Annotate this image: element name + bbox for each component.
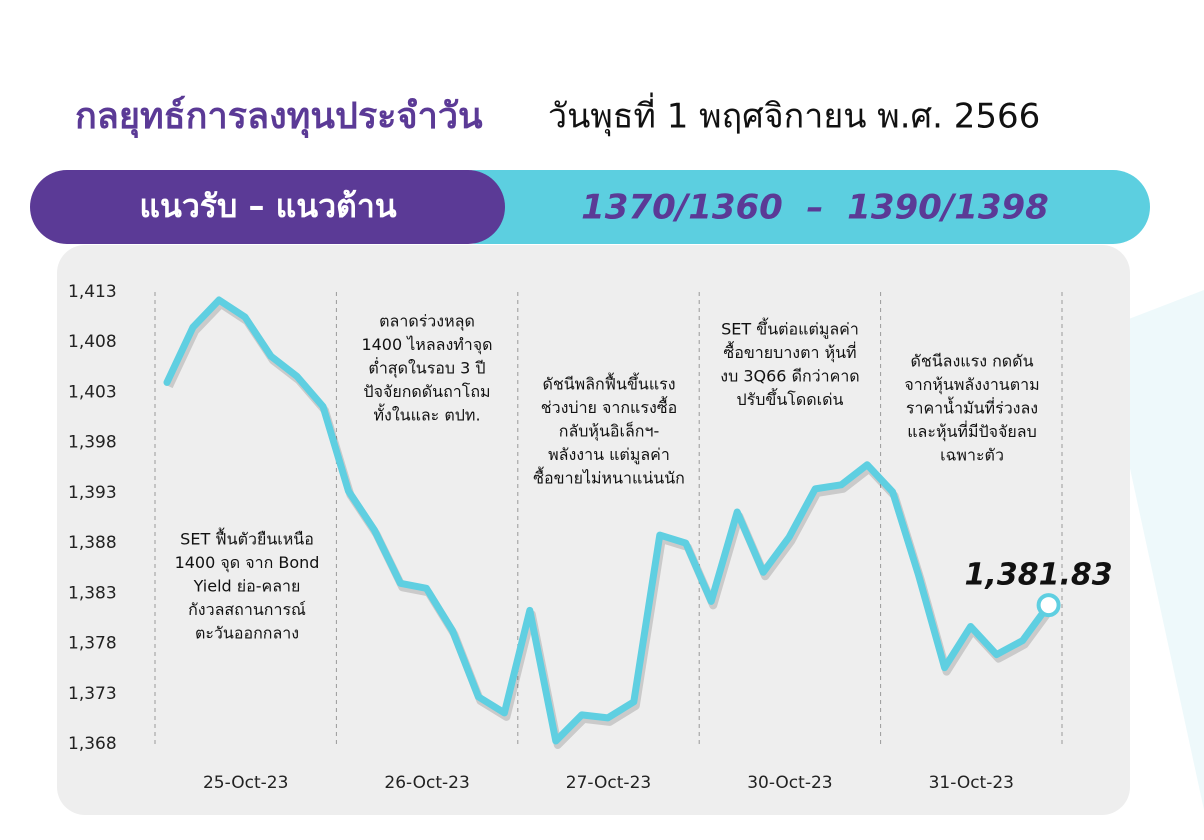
x-tick-label: 27-Oct-23 — [566, 773, 651, 793]
y-tick-label: 1,413 — [68, 282, 117, 302]
annotation: ทั้งในและ ตปท. — [373, 404, 480, 425]
annotation: Yield ย่อ-คลาย — [193, 577, 301, 596]
annotation: ซื้อขายบางตา หุ้นที่ — [723, 341, 856, 363]
end-marker — [1036, 593, 1061, 618]
annotation: เฉพาะตัว — [940, 446, 1004, 465]
y-tick-label: 1,398 — [68, 433, 117, 453]
value-label: 1,381.83 — [965, 558, 1113, 593]
title: กลยุทธ์การลงทุนประจำวัน — [75, 95, 483, 139]
annotation: 1400 ไหลลงทำจุด — [361, 335, 492, 355]
annotation: กังวลสถานการณ์ — [188, 600, 306, 619]
chart-panel — [57, 245, 1130, 815]
annotation: ซื้อขายไม่หนาแน่นนัก — [533, 467, 685, 488]
banner-levels: 1370/1360 – 1390/1398 — [581, 188, 1049, 228]
plot: 1,368 1,373 1,378 1,383 1,388 1,393 1,398 1,403… — [68, 282, 1113, 793]
annotation: ปรับขึ้นโดดเด่น — [737, 388, 844, 409]
annotation: ราคาน้ำมันที่ร่วงลง — [906, 397, 1038, 418]
x-tick-label: 25-Oct-23 — [203, 773, 288, 793]
annotation: ตะวันออกกลาง — [195, 624, 299, 643]
y-tick-label: 1,383 — [68, 583, 117, 603]
y-tick-label: 1,408 — [68, 332, 117, 352]
y-tick-label: 1,368 — [68, 734, 117, 754]
annotation: พลังงาน แต่มูลค่า — [548, 445, 670, 465]
annotation: ต่ำสุดในรอบ 3 ปี — [368, 357, 485, 379]
annotation: ปัจจัยกดดันถาโถม — [363, 382, 490, 401]
x-tick-label: 31-Oct-23 — [929, 773, 1014, 793]
annotation: กลับหุ้นอิเล็กฯ- — [559, 421, 659, 442]
annotation: และหุ้นที่มีปัจจัยลบ — [907, 420, 1037, 442]
annotation: จากหุ้นพลังงานตาม — [904, 375, 1039, 395]
annotation: 1400 จุด จาก Bond — [175, 553, 320, 573]
x-tick-label: 26-Oct-23 — [384, 773, 469, 793]
annotation: SET ฟื้นตัวยืนเหนือ — [180, 528, 314, 549]
y-tick-label: 1,393 — [68, 483, 117, 503]
banner-left — [30, 170, 505, 244]
annotation: SET ขึ้นต่อแต่มูลค่า — [721, 318, 859, 340]
annotation: ดัชนีลงแรง กดดัน — [910, 352, 1033, 371]
y-tick-label: 1,403 — [68, 382, 117, 402]
banner-label: แนวรับ – แนวต้าน — [139, 187, 396, 225]
x-tick-label: 30-Oct-23 — [747, 773, 832, 793]
line — [163, 296, 1053, 745]
date: วันพุธที่ 1 พฤศจิกายน พ.ศ. 2566 — [548, 93, 1040, 137]
annotation: ตลาดร่วงหลุด — [379, 312, 475, 332]
annotation: งบ 3Q66 ดีกว่าคาด — [720, 367, 859, 386]
y-tick-label: 1,388 — [68, 533, 117, 553]
y-tick-label: 1,378 — [68, 634, 117, 654]
annotation: ช่วงบ่าย จากแรงซื้อ — [541, 396, 678, 417]
y-tick-label: 1,373 — [68, 684, 117, 704]
annotation: ดัชนีพลิกฟื้นขึ้นแรง — [542, 373, 675, 394]
banner-right — [440, 170, 1150, 244]
